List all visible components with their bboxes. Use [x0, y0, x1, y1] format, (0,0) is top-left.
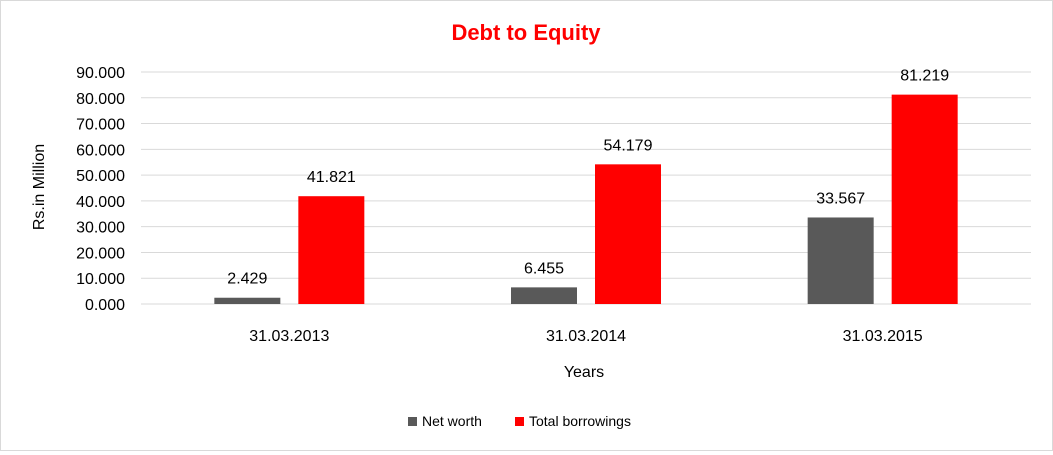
x-tick-label: 31.03.2013: [249, 328, 329, 345]
data-label: 41.821: [307, 169, 356, 186]
data-label: 54.179: [604, 137, 653, 154]
y-tick-label: 70.000: [76, 117, 125, 134]
data-label: 81.219: [900, 68, 949, 85]
legend-swatch: [408, 417, 417, 426]
x-axis-ticks: 31.03.2013 31.03.2014 31.03.2015: [249, 328, 923, 345]
chart-title: Debt to Equity: [451, 20, 601, 45]
data-label: 2.429: [227, 271, 267, 288]
y-tick-label: 40.000: [76, 194, 125, 211]
y-tick-label: 50.000: [76, 168, 125, 185]
x-tick-label: 31.03.2015: [843, 328, 923, 345]
y-tick-label: 0.000: [85, 297, 125, 314]
bar-net-worth: [807, 217, 874, 304]
bars: [214, 94, 958, 304]
bar-net-worth: [511, 287, 577, 304]
x-axis-label: Years: [564, 364, 604, 381]
y-tick-label: 90.000: [76, 65, 125, 82]
y-tick-label: 80.000: [76, 91, 125, 108]
legend: Net worth Total borrowings: [408, 413, 631, 429]
y-tick-label: 20.000: [76, 245, 125, 262]
legend-swatch: [515, 417, 524, 426]
y-tick-label: 10.000: [76, 271, 125, 288]
y-tick-label: 30.000: [76, 220, 125, 237]
y-axis-label: Rs.in Million: [31, 144, 48, 230]
bar-net-worth: [214, 297, 281, 304]
gridlines: [141, 71, 1031, 305]
y-tick-label: 60.000: [76, 142, 125, 159]
data-label: 33.567: [816, 190, 865, 207]
bar-total-borrowings: [891, 94, 958, 304]
data-labels: 2.429 41.821 6.455 54.179 33.567 81.219: [227, 68, 949, 288]
x-tick-label: 31.03.2014: [546, 328, 626, 345]
legend-label: Net worth: [422, 413, 482, 429]
y-axis-ticks: 0.000 10.000 20.000 30.000 40.000 50.000 60.00…: [76, 65, 125, 314]
bar-total-borrowings: [595, 164, 661, 304]
bar-total-borrowings: [298, 196, 365, 304]
legend-label: Total borrowings: [529, 413, 631, 429]
legend-item: Net worth: [408, 413, 482, 429]
legend-item: Total borrowings: [515, 413, 631, 429]
data-label: 6.455: [524, 260, 564, 277]
